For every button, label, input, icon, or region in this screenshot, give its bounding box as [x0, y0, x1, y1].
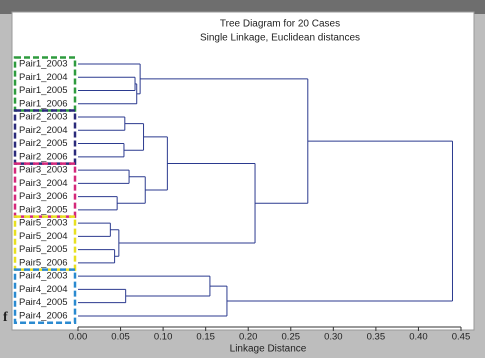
leaf-label: Pair5_2006	[19, 257, 68, 268]
leaf-label: Pair4_2003	[19, 271, 68, 282]
x-tick-label: 0.35	[367, 332, 386, 343]
leaf-label: Pair2_2004	[19, 125, 68, 136]
leaf-label: Pair3_2003	[19, 165, 68, 176]
chart-subtitle: Single Linkage, Euclidean distances	[200, 33, 360, 44]
x-tick-label: 0.20	[239, 332, 258, 343]
leaf-label: Pair3_2005	[19, 204, 68, 215]
x-axis-label: Linkage Distance	[230, 344, 307, 355]
side-label: f	[3, 310, 8, 325]
leaf-label: Pair1_2006	[19, 98, 68, 109]
x-tick-label: 0.05	[111, 332, 130, 343]
leaf-label: Pair4_2004	[19, 284, 68, 295]
leaf-label: Pair1_2003	[19, 59, 68, 70]
x-tick-label: 0.40	[409, 332, 428, 343]
plot-panel	[12, 12, 474, 330]
leaf-label: Pair3_2004	[19, 178, 68, 189]
leaf-label: Pair2_2006	[19, 151, 68, 162]
chart: Tree Diagram for 20 Cases Single Linkage…	[0, 0, 485, 358]
leaf-label: Pair4_2005	[19, 297, 68, 308]
leaf-label: Pair4_2006	[19, 310, 68, 321]
x-tick-label: 0.00	[69, 332, 88, 343]
leaf-label: Pair1_2004	[19, 72, 68, 83]
chart-title: Tree Diagram for 20 Cases	[220, 19, 340, 30]
leaf-label: Pair1_2005	[19, 85, 68, 96]
leaf-label: Pair5_2003	[19, 218, 68, 229]
x-tick-label: 0.25	[282, 332, 301, 343]
leaf-label: Pair2_2005	[19, 138, 68, 149]
x-tick-label: 0.45	[452, 332, 471, 343]
leaf-label: Pair3_2006	[19, 191, 68, 202]
leaf-label: Pair2_2003	[19, 112, 68, 123]
x-tick-label: 0.30	[324, 332, 343, 343]
x-tick-label: 0.15	[196, 332, 215, 343]
page: {"chart_data": {"type": "dendrogram", "t…	[0, 0, 485, 358]
leaf-label: Pair5_2005	[19, 244, 68, 255]
leaf-label: Pair5_2004	[19, 231, 68, 242]
x-tick-label: 0.10	[154, 332, 173, 343]
